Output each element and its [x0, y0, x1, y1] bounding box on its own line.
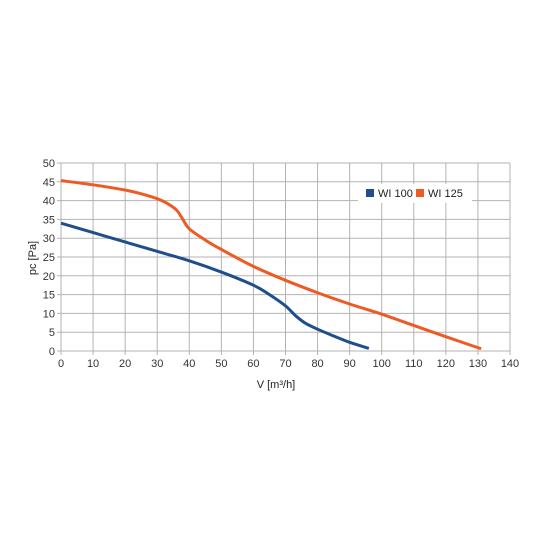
y-tick-label: 30 [43, 233, 55, 245]
y-tick-label: 25 [43, 252, 55, 264]
axes [60, 163, 510, 352]
y-tick-label: 0 [49, 346, 55, 358]
y-tick-label: 35 [43, 214, 55, 226]
x-tick-label: 20 [119, 358, 131, 370]
x-tick-label: 140 [501, 358, 519, 370]
series-line-wi-125 [60, 179, 482, 351]
x-tick-label: 130 [469, 358, 487, 370]
y-tick-label: 15 [43, 290, 55, 302]
x-axis-title: V [m³/h] [257, 379, 296, 391]
x-tick-label: 0 [58, 358, 64, 370]
x-tick-label: 30 [151, 358, 163, 370]
series-line-wi-100 [60, 221, 370, 350]
y-axis-title: pc [Pa] [27, 241, 39, 275]
legend-background [358, 184, 472, 203]
legend: WI 100 WI 125 [358, 184, 472, 203]
x-tick-label: 90 [344, 358, 356, 370]
y-tick-label: 40 [43, 196, 55, 208]
legend-swatch-wi-100 [366, 189, 374, 197]
x-tick-label: 40 [183, 358, 195, 370]
x-tick-label: 60 [247, 358, 259, 370]
x-tick-label: 10 [87, 358, 99, 370]
y-tick-label: 45 [43, 177, 55, 189]
x-tick-label: 50 [215, 358, 227, 370]
y-tick-label: 50 [43, 158, 55, 170]
x-tick-label: 70 [279, 358, 291, 370]
x-tick-label: 120 [437, 358, 455, 370]
x-tick-label: 110 [405, 358, 423, 370]
legend-label-wi-125: WI 125 [428, 188, 463, 200]
legend-swatch-wi-125 [416, 189, 424, 197]
x-tick-label: 100 [373, 358, 391, 370]
series [60, 179, 482, 351]
legend-label-wi-100: WI 100 [378, 188, 413, 200]
y-tick-label: 5 [49, 327, 55, 339]
x-tick-label: 80 [311, 358, 323, 370]
y-tick-label: 10 [43, 308, 55, 320]
tick-labels: 0 10 20 30 40 50 60 70 80 90 100 110 120 130 140 0 5 10 15… [43, 158, 519, 370]
y-tick-label: 20 [43, 271, 55, 283]
